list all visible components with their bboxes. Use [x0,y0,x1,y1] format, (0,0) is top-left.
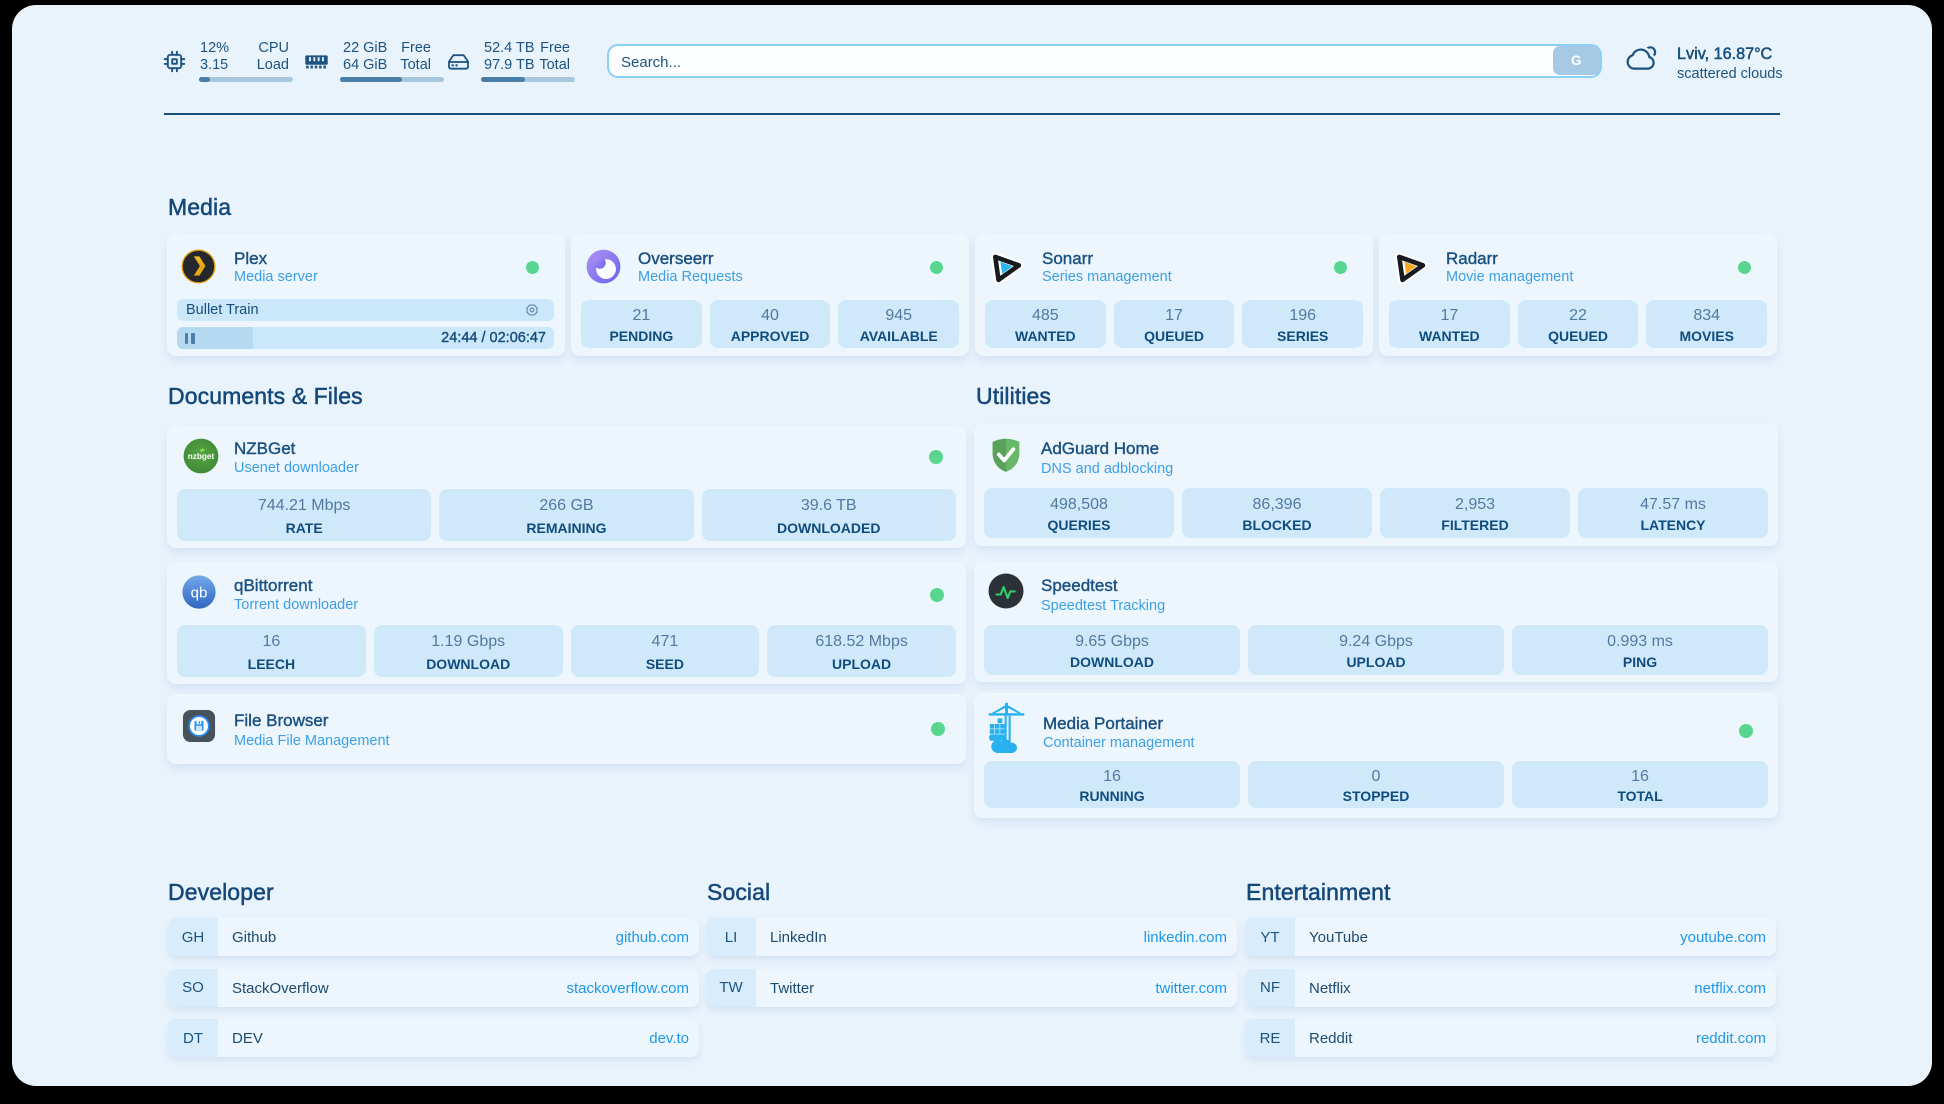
svg-text:qb: qb [191,585,208,602]
svg-text:nzbget: nzbget [188,452,215,461]
